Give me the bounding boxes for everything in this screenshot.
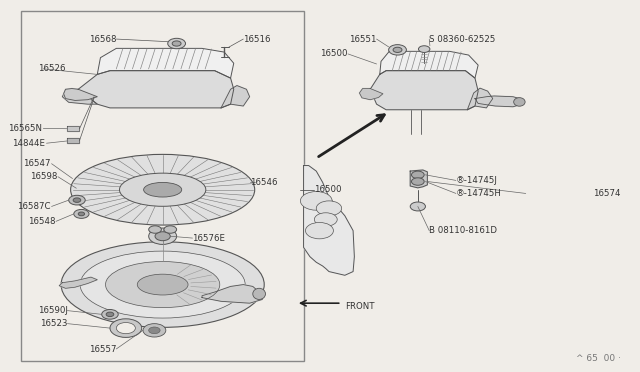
Circle shape [102,310,118,319]
Polygon shape [202,285,262,303]
Text: ^ 65  00 ·: ^ 65 00 · [576,354,621,363]
Ellipse shape [143,182,182,197]
Circle shape [148,228,177,244]
Text: 16568: 16568 [89,35,116,44]
Text: ®-14745H: ®-14745H [456,189,502,198]
Polygon shape [410,170,428,188]
Polygon shape [78,71,234,108]
Text: 16516: 16516 [243,35,271,44]
Circle shape [143,324,166,337]
Circle shape [106,312,114,317]
Circle shape [393,47,402,52]
Text: B 08110-8161D: B 08110-8161D [429,226,497,235]
Polygon shape [380,51,478,78]
Text: 16574: 16574 [593,189,621,198]
Text: 16547: 16547 [24,159,51,168]
Text: S 08360-62525: S 08360-62525 [429,35,495,44]
Text: ®-14745J: ®-14745J [456,176,498,185]
Circle shape [410,202,426,211]
Circle shape [116,323,135,334]
Ellipse shape [514,98,525,106]
Polygon shape [63,89,97,100]
Circle shape [314,213,337,226]
Circle shape [148,226,161,233]
Polygon shape [221,86,250,108]
Polygon shape [467,88,493,110]
Circle shape [300,192,332,210]
Circle shape [419,46,430,52]
Circle shape [168,38,186,49]
Text: FRONT: FRONT [345,302,374,311]
Text: 14844E: 14844E [12,139,45,148]
Ellipse shape [61,242,264,327]
Text: 16551: 16551 [349,35,376,44]
Circle shape [172,41,181,46]
Text: 16565N: 16565N [8,124,42,133]
Text: 16523: 16523 [40,319,67,328]
Text: 16546: 16546 [250,178,277,187]
Circle shape [388,45,406,55]
Text: 16526: 16526 [38,64,65,73]
Text: 16500: 16500 [314,185,342,194]
Circle shape [155,232,170,241]
Text: 16548: 16548 [29,217,56,226]
Ellipse shape [106,262,220,308]
Ellipse shape [70,154,255,225]
Circle shape [73,198,81,202]
Polygon shape [303,166,355,275]
Polygon shape [360,89,383,100]
Circle shape [74,209,89,218]
Polygon shape [67,126,79,131]
Polygon shape [475,96,520,107]
Circle shape [78,212,84,216]
Polygon shape [59,277,97,288]
Ellipse shape [253,288,266,299]
Ellipse shape [120,173,206,206]
Text: 16598: 16598 [30,172,58,181]
Text: 16587C: 16587C [17,202,51,211]
Text: 16500: 16500 [321,49,348,58]
Polygon shape [97,48,234,78]
Polygon shape [62,89,97,104]
Circle shape [110,319,141,337]
Circle shape [164,226,177,233]
Ellipse shape [80,251,245,318]
Text: 16576E: 16576E [193,234,225,243]
Circle shape [412,178,424,185]
Circle shape [316,201,342,216]
Circle shape [68,195,85,205]
Circle shape [412,171,424,179]
Circle shape [305,222,333,239]
Ellipse shape [137,274,188,295]
Circle shape [148,327,160,334]
Bar [21,11,303,361]
Polygon shape [370,71,478,110]
Polygon shape [67,138,79,143]
Text: 16557: 16557 [89,345,116,354]
Text: 16590J: 16590J [38,306,67,315]
